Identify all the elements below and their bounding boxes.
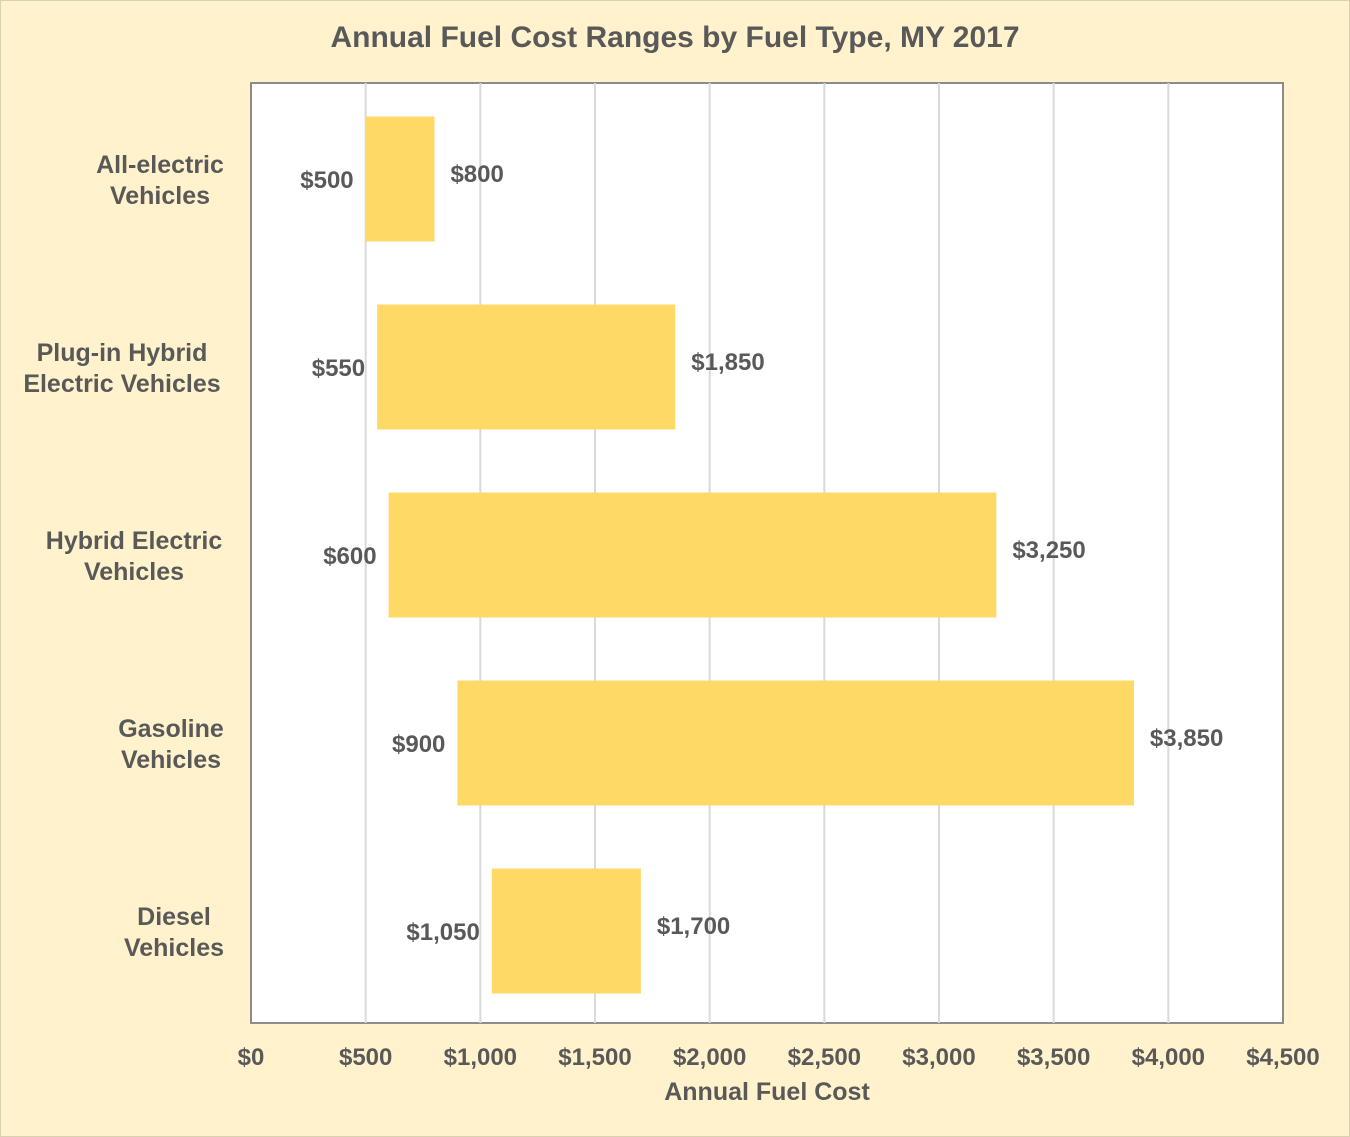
- data-label-high: $1,850: [691, 349, 764, 376]
- category-label: Vehicles: [124, 934, 224, 962]
- data-label-low: $500: [300, 167, 353, 194]
- bars: $500 $800 $550 $1,850 $600 $3,250 $900 $3,850 $1…: [300, 116, 1223, 994]
- range-bar: [491, 868, 641, 994]
- x-tick-label: $1,500: [558, 1044, 631, 1071]
- category-label: Plug-in Hybrid: [37, 339, 208, 367]
- data-label-high: $3,850: [1150, 725, 1223, 752]
- range-bar: [457, 680, 1134, 806]
- data-label-high: $1,700: [657, 913, 730, 940]
- range-bar: [365, 116, 435, 242]
- data-label-low: $1,050: [406, 919, 479, 946]
- category-labels: All-electric Vehicles Plug-in Hybrid Electr…: [23, 151, 224, 962]
- x-tick-label: $500: [339, 1044, 392, 1071]
- data-label-high: $3,250: [1012, 537, 1085, 564]
- data-label-low: $900: [392, 731, 445, 758]
- x-tick-label: $3,500: [1017, 1044, 1090, 1071]
- x-tick-label: $0: [238, 1044, 265, 1071]
- range-bar: [377, 304, 676, 430]
- data-label-high: $800: [450, 161, 503, 188]
- category-label: Hybrid Electric: [46, 527, 223, 555]
- x-tick-label: $2,500: [788, 1044, 861, 1071]
- x-tick-label: $1,000: [444, 1044, 517, 1071]
- category-label: Gasoline: [118, 715, 224, 743]
- category-label: Vehicles: [84, 558, 184, 586]
- category-label: Vehicles: [121, 746, 221, 774]
- x-axis-title: Annual Fuel Cost: [664, 1078, 870, 1106]
- category-label: All-electric: [96, 151, 224, 179]
- range-bar: [388, 492, 997, 618]
- category-label: Diesel: [137, 903, 211, 931]
- x-tick-label: $4,000: [1132, 1044, 1205, 1071]
- x-tick-label: $4,500: [1246, 1044, 1319, 1071]
- category-label: Electric Vehicles: [23, 370, 220, 398]
- x-tick-label: $2,000: [673, 1044, 746, 1071]
- data-label-low: $550: [312, 355, 365, 382]
- x-tick-label: $3,000: [902, 1044, 975, 1071]
- data-label-low: $600: [323, 543, 376, 570]
- category-label: Vehicles: [110, 182, 210, 210]
- chart-title: Annual Fuel Cost Ranges by Fuel Type, MY…: [330, 21, 1019, 54]
- x-axis-ticks: $0 $500 $1,000 $1,500 $2,000 $2,500 $3,000 $3,5…: [238, 1044, 1320, 1071]
